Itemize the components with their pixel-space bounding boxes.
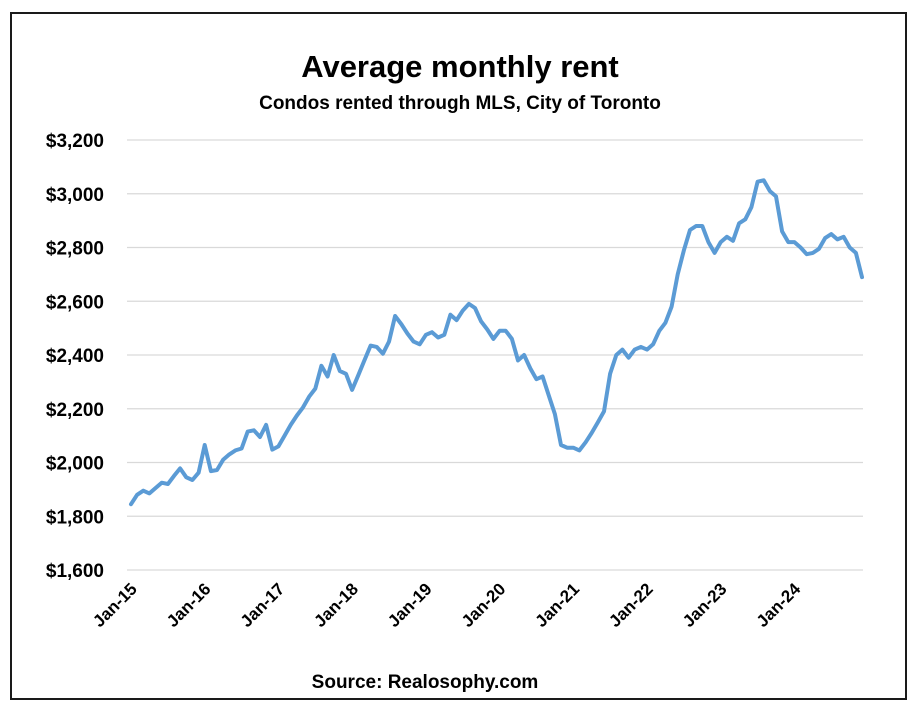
y-tick-label: $2,200 xyxy=(46,400,104,421)
x-tick-label: Jan-18 xyxy=(310,579,362,631)
series-group xyxy=(129,178,864,507)
x-tick-label: Jan-23 xyxy=(679,579,731,631)
x-tick-label: Jan-22 xyxy=(605,579,657,631)
chart-source: Source: Realosophy.com xyxy=(312,672,539,693)
y-tick-label: $2,600 xyxy=(46,292,104,313)
x-tick-label: Jan-16 xyxy=(163,579,215,631)
y-tick-label: $3,000 xyxy=(46,185,104,206)
y-tick-label: $3,200 xyxy=(46,131,104,152)
x-tick-label: Jan-21 xyxy=(532,579,584,631)
x-tick-label: Jan-19 xyxy=(384,579,436,631)
y-tick-label: $2,400 xyxy=(46,346,104,367)
y-axis-labels: $3,200 $3,000 $2,800 $2,600 $2,400 $2,200 $2,0… xyxy=(46,131,104,582)
y-tick-label: $1,800 xyxy=(46,507,104,528)
gridlines xyxy=(127,139,863,571)
x-tick-label: Jan-15 xyxy=(89,579,141,631)
y-tick-label: $1,600 xyxy=(46,561,104,582)
x-axis-labels: Jan-15 Jan-16 Jan-17 Jan-18 Jan-19 Jan-20 Jan-… xyxy=(89,579,804,631)
series-line-rent xyxy=(129,178,864,507)
chart-title: Average monthly rent xyxy=(301,49,619,84)
y-tick-label: $2,800 xyxy=(46,239,104,260)
chart-subtitle: Condos rented through MLS, City of Toron… xyxy=(259,93,661,114)
x-tick-label: Jan-24 xyxy=(753,579,805,631)
chart-frame xyxy=(10,12,907,700)
y-tick-label: $2,000 xyxy=(46,454,104,475)
x-tick-label: Jan-17 xyxy=(237,579,289,631)
x-tick-label: Jan-20 xyxy=(458,579,510,631)
